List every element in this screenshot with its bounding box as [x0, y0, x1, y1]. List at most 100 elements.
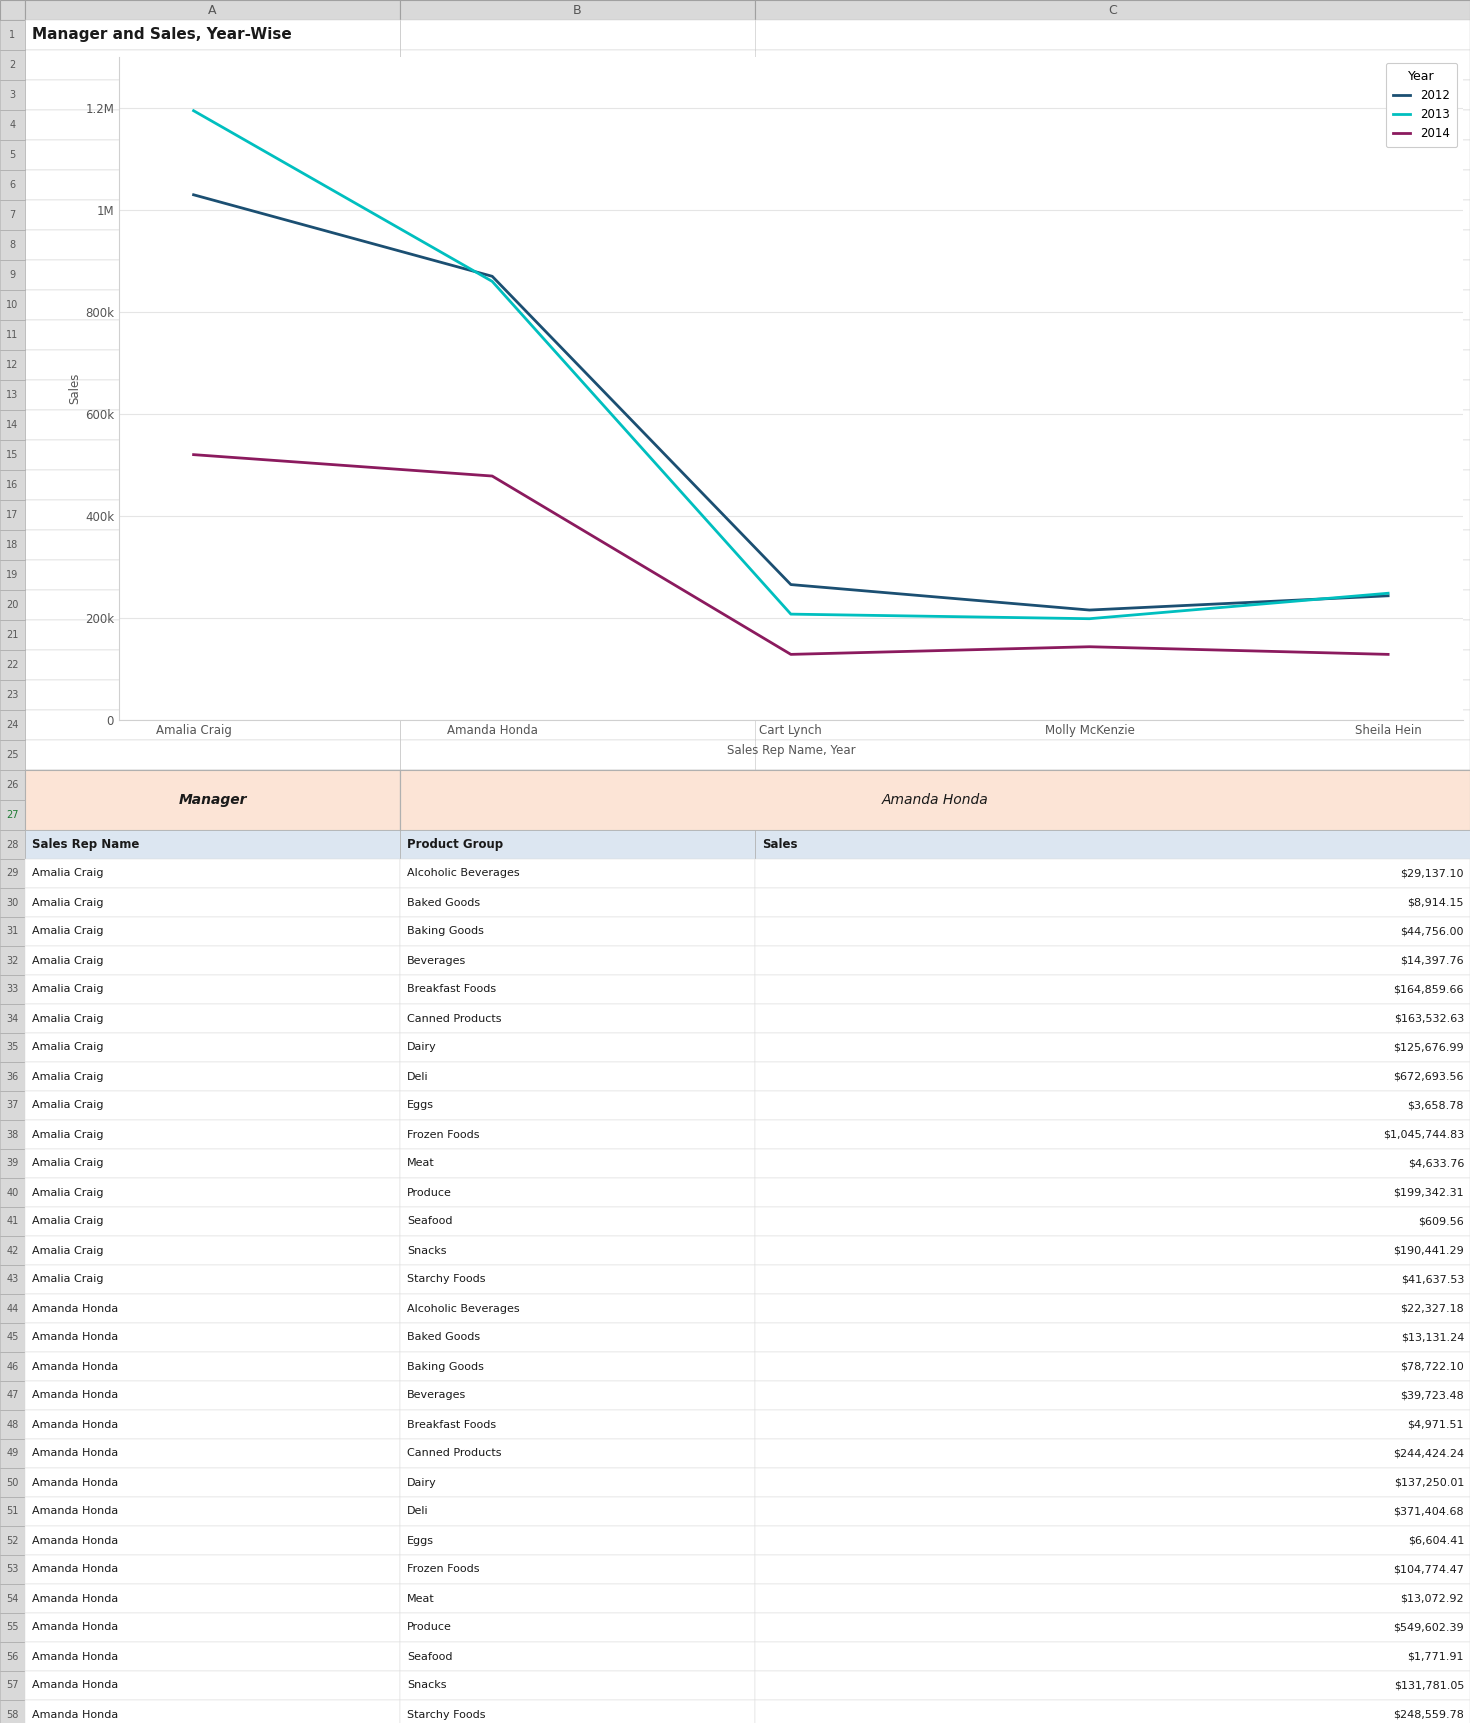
- Text: Dairy: Dairy: [407, 1478, 437, 1487]
- Text: Amalia Craig: Amalia Craig: [32, 984, 104, 994]
- 2014: [782, 644, 800, 665]
- Text: 40: 40: [6, 1187, 19, 1197]
- Text: Amalia Craig: Amalia Craig: [32, 1216, 104, 1227]
- Bar: [0, 620, 25, 650]
- Bar: [25, 1235, 400, 1265]
- Text: 52: 52: [6, 1535, 19, 1546]
- Bar: [400, 887, 756, 917]
- Text: Starchy Foods: Starchy Foods: [407, 1709, 487, 1720]
- Bar: [400, 830, 756, 860]
- Bar: [756, 1701, 1470, 1723]
- Text: Frozen Foods: Frozen Foods: [407, 1564, 479, 1575]
- Bar: [0, 1409, 25, 1439]
- Bar: [0, 589, 25, 620]
- Bar: [0, 260, 25, 289]
- Bar: [25, 1149, 1470, 1179]
- Text: Product Group: Product Group: [407, 837, 503, 851]
- Text: $13,072.92: $13,072.92: [1401, 1594, 1464, 1604]
- Bar: [756, 1613, 1470, 1642]
- Bar: [0, 739, 25, 770]
- Text: Amanda Honda: Amanda Honda: [32, 1478, 119, 1487]
- Bar: [25, 710, 1470, 739]
- 2012: [185, 184, 203, 205]
- Bar: [400, 1265, 756, 1294]
- Bar: [25, 1671, 1470, 1701]
- Text: Amanda Honda: Amanda Honda: [32, 1332, 119, 1342]
- Bar: [25, 1061, 1470, 1091]
- Text: Amalia Craig: Amalia Craig: [32, 1246, 104, 1256]
- Bar: [25, 1005, 1470, 1034]
- Text: 47: 47: [6, 1390, 19, 1401]
- Text: Amanda Honda: Amanda Honda: [32, 1390, 119, 1401]
- Bar: [0, 50, 25, 79]
- Bar: [25, 1179, 1470, 1208]
- Text: 13: 13: [6, 389, 19, 400]
- Bar: [756, 830, 1470, 860]
- Text: $190,441.29: $190,441.29: [1394, 1246, 1464, 1256]
- Text: Amalia Craig: Amalia Craig: [32, 927, 104, 937]
- Text: 25: 25: [6, 750, 19, 760]
- Bar: [25, 1323, 1470, 1353]
- Text: Amanda Honda: Amanda Honda: [32, 1506, 119, 1516]
- Bar: [25, 1034, 400, 1061]
- Bar: [756, 1468, 1470, 1497]
- Text: Amanda Honda: Amanda Honda: [32, 1361, 119, 1372]
- Text: Meat: Meat: [407, 1594, 435, 1604]
- Text: 16: 16: [6, 481, 19, 489]
- Text: Amalia Craig: Amalia Craig: [32, 1101, 104, 1111]
- Text: 6: 6: [9, 179, 16, 190]
- Text: Amanda Honda: Amanda Honda: [32, 1420, 119, 1430]
- Bar: [756, 1323, 1470, 1353]
- Bar: [0, 289, 25, 320]
- Bar: [25, 1613, 400, 1642]
- Text: 31: 31: [6, 927, 19, 937]
- Bar: [756, 1091, 1470, 1120]
- Text: B: B: [573, 3, 582, 17]
- Text: Amanda Honda: Amanda Honda: [32, 1680, 119, 1690]
- Bar: [756, 1005, 1470, 1034]
- Bar: [25, 200, 1470, 229]
- Text: 54: 54: [6, 1594, 19, 1604]
- Text: Sales: Sales: [763, 837, 798, 851]
- 2013: [185, 100, 203, 121]
- Line: 2014: 2014: [194, 455, 1388, 655]
- Bar: [0, 21, 25, 50]
- 2014: [484, 465, 501, 486]
- Bar: [25, 79, 1470, 110]
- Bar: [0, 1034, 25, 1061]
- Bar: [25, 531, 1470, 560]
- Bar: [25, 500, 1470, 531]
- Text: 30: 30: [6, 898, 19, 908]
- Bar: [25, 1208, 400, 1235]
- Bar: [25, 1323, 400, 1353]
- Bar: [0, 1439, 25, 1468]
- Text: 5: 5: [9, 150, 16, 160]
- Bar: [400, 1701, 756, 1723]
- Bar: [400, 1149, 756, 1179]
- Bar: [25, 1468, 400, 1497]
- Bar: [25, 1265, 1470, 1294]
- Text: 32: 32: [6, 956, 19, 965]
- Text: Manager and Sales, Year-Wise: Manager and Sales, Year-Wise: [32, 28, 293, 43]
- Bar: [400, 1005, 756, 1034]
- Bar: [756, 1034, 1470, 1061]
- Bar: [25, 946, 400, 975]
- Bar: [0, 350, 25, 381]
- Bar: [400, 1583, 756, 1613]
- Bar: [0, 681, 25, 710]
- Text: Amalia Craig: Amalia Craig: [32, 898, 104, 908]
- Text: 28: 28: [6, 839, 19, 849]
- Bar: [756, 1497, 1470, 1527]
- Bar: [0, 1235, 25, 1265]
- Text: Amanda Honda: Amanda Honda: [32, 1652, 119, 1661]
- Bar: [0, 79, 25, 110]
- Bar: [25, 620, 1470, 650]
- Bar: [25, 1034, 1470, 1061]
- Text: Amalia Craig: Amalia Craig: [32, 1072, 104, 1082]
- Text: 2: 2: [9, 60, 16, 71]
- Bar: [25, 110, 1470, 140]
- Bar: [25, 1005, 400, 1034]
- Bar: [0, 1642, 25, 1671]
- Text: $13,131.24: $13,131.24: [1401, 1332, 1464, 1342]
- Bar: [25, 799, 1470, 830]
